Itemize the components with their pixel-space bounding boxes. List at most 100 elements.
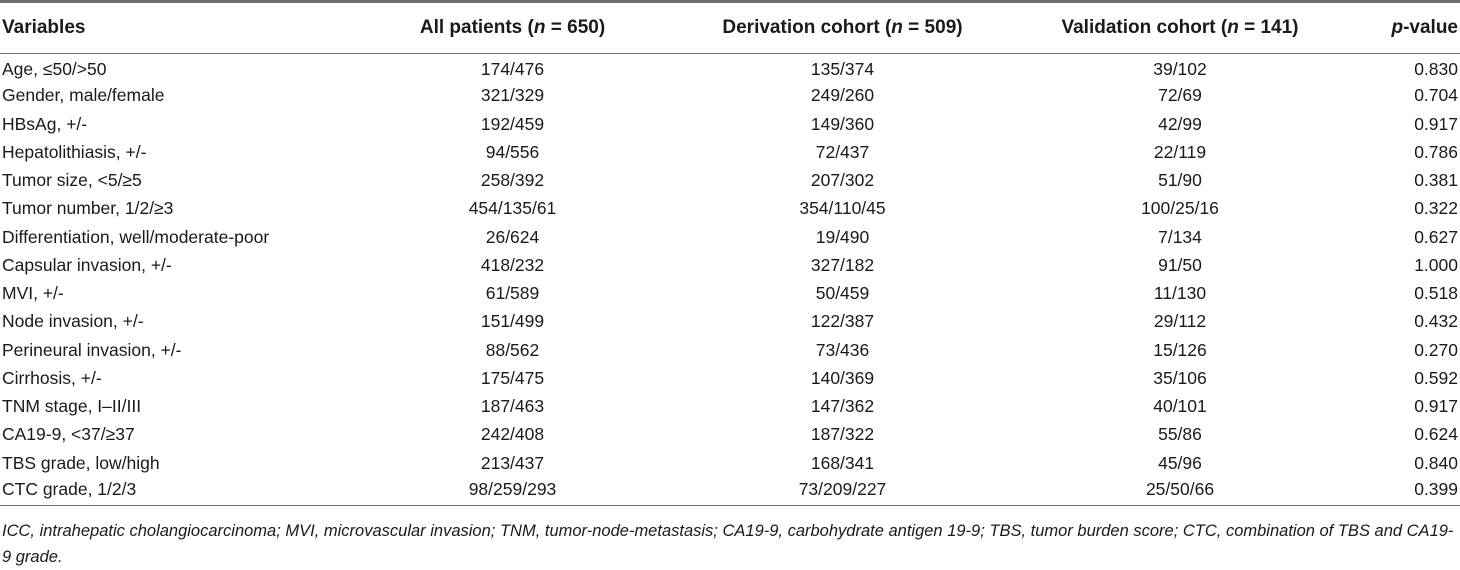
variable-cell: Gender, male/female (2, 85, 165, 106)
variable-cell: Node invasion, +/- (2, 311, 144, 332)
table-row: HBsAg, +/- 192/459 149/360 42/99 0.917 (0, 110, 1460, 138)
header-p-value: p-value (1345, 0, 1460, 54)
table-row: Age, ≤50/>50 174/476 135/374 39/102 0.830 (0, 54, 1460, 82)
table-body: Age, ≤50/>50 174/476 135/374 39/102 0.830 Gen… (0, 54, 1460, 507)
all-patients-cell: 151/499 (480, 311, 545, 332)
table-row: Hepatolithiasis, +/- 94/556 72/437 22/119 0.… (0, 138, 1460, 166)
variable-cell: Tumor size, <5/≥5 (2, 170, 142, 191)
p-value-cell: 0.518 (1414, 283, 1458, 304)
p-value-cell: 0.381 (1414, 170, 1458, 191)
table-row: Perineural invasion, +/- 88/562 73/436 15/1… (0, 336, 1460, 364)
variable-cell: Tumor number, 1/2/≥3 (2, 198, 174, 219)
p-value-cell: 0.592 (1414, 367, 1458, 388)
validation-cohort-cell: 39/102 (1153, 59, 1207, 80)
validation-cohort-cell: 35/106 (1153, 367, 1207, 388)
p-value-cell: 0.917 (1414, 113, 1458, 134)
validation-cohort-cell: 72/69 (1158, 85, 1202, 106)
all-patients-cell: 175/475 (480, 367, 545, 388)
table-header: Variables All patients (n = 650) Derivat… (0, 0, 1460, 54)
derivation-cohort-cell: 249/260 (810, 85, 875, 106)
table-row: TBS grade, low/high 213/437 168/341 45/96 0.… (0, 449, 1460, 477)
validation-cohort-cell: 42/99 (1158, 113, 1202, 134)
table-row: TNM stage, I–II/III 187/463 147/362 40/101 0… (0, 393, 1460, 421)
header-derivation-cohort: Derivation cohort (n = 509) (670, 0, 1015, 54)
table-row: MVI, +/- 61/589 50/459 11/130 0.518 (0, 280, 1460, 308)
table-row: CTC grade, 1/2/3 98/259/293 73/209/227 25/5… (0, 477, 1460, 507)
derivation-cohort-cell: 147/362 (810, 396, 875, 417)
all-patients-cell: 242/408 (480, 424, 545, 445)
variable-cell: HBsAg, +/- (2, 113, 88, 134)
derivation-cohort-cell: 354/110/45 (799, 198, 886, 219)
derivation-cohort-cell: 50/459 (815, 283, 870, 304)
p-value-cell: 0.840 (1414, 452, 1458, 473)
derivation-cohort-cell: 19/490 (815, 226, 870, 247)
variable-cell: TNM stage, I–II/III (2, 396, 142, 417)
variable-cell: MVI, +/- (2, 283, 64, 304)
all-patients-cell: 26/624 (485, 226, 540, 247)
derivation-cohort-cell: 168/341 (810, 452, 875, 473)
derivation-cohort-cell: 207/302 (810, 170, 875, 191)
characteristics-table-container: Variables All patients (n = 650) Derivat… (0, 0, 1460, 507)
table-row: Node invasion, +/- 151/499 122/387 29/112 0.… (0, 308, 1460, 336)
variable-cell: CTC grade, 1/2/3 (0, 477, 355, 507)
validation-cohort-cell: 51/90 (1158, 170, 1202, 191)
all-patients-cell: 258/392 (480, 170, 545, 191)
derivation-cohort-cell: 73/436 (815, 339, 870, 360)
all-patients-cell: 454/135/61 (468, 198, 557, 219)
header-row: Variables All patients (n = 650) Derivat… (0, 0, 1460, 54)
derivation-cohort-cell: 135/374 (810, 59, 875, 80)
variable-cell: Hepatolithiasis, +/- (2, 141, 147, 162)
derivation-cohort-cell: 122/387 (810, 311, 875, 332)
header-all-patients: All patients (n = 650) (355, 0, 670, 54)
all-patients-cell: 192/459 (480, 113, 545, 134)
all-patients-cell: 321/329 (480, 85, 545, 106)
all-patients-cell: 174/476 (480, 59, 545, 80)
validation-cohort-cell: 40/101 (1153, 396, 1207, 417)
validation-cohort-cell: 7/134 (1158, 226, 1202, 247)
validation-cohort-cell: 22/119 (1153, 141, 1207, 162)
variable-cell: Cirrhosis, +/- (2, 367, 102, 388)
table-row: Tumor size, <5/≥5 258/392 207/302 51/90 0.38… (0, 167, 1460, 195)
validation-cohort-cell: 45/96 (1158, 452, 1202, 473)
variable-cell: Age, ≤50/>50 (2, 59, 107, 80)
table-row: Gender, male/female 321/329 249/260 72/69 0.… (0, 82, 1460, 110)
p-value-cell: 0.830 (1414, 59, 1458, 80)
variable-cell: Capsular invasion, +/- (2, 254, 172, 275)
all-patients-cell: 88/562 (485, 339, 540, 360)
derivation-cohort-cell: 327/182 (810, 254, 875, 275)
p-value-cell: 0.917 (1414, 396, 1458, 417)
variable-cell: Differentiation, well/moderate-poor (2, 226, 270, 247)
table-footnote: ICC, intrahepatic cholangiocarcinoma; MV… (2, 522, 1454, 566)
header-variables: Variables (0, 0, 355, 54)
validation-cohort-cell: 55/86 (1158, 424, 1202, 445)
characteristics-table: Variables All patients (n = 650) Derivat… (0, 0, 1460, 507)
p-value-cell: 0.270 (1414, 339, 1458, 360)
derivation-cohort-cell: 72/437 (815, 141, 870, 162)
p-value-cell: 0.624 (1414, 424, 1458, 445)
table-row: Differentiation, well/moderate-poor 26/62… (0, 223, 1460, 251)
validation-cohort-cell: 100/25/16 (1141, 198, 1219, 219)
table-row: Cirrhosis, +/- 175/475 140/369 35/106 0.592 (0, 364, 1460, 392)
derivation-cohort-cell: 140/369 (810, 367, 875, 388)
validation-cohort-cell: 11/130 (1153, 283, 1207, 304)
table-row: Capsular invasion, +/- 418/232 327/182 91/5… (0, 251, 1460, 279)
all-patients-cell: 61/589 (485, 283, 540, 304)
variable-cell: Perineural invasion, +/- (2, 339, 182, 360)
p-value-cell: 0.432 (1414, 311, 1458, 332)
all-patients-cell: 94/556 (485, 141, 540, 162)
p-value-cell: 1.000 (1414, 254, 1458, 275)
all-patients-cell: 187/463 (480, 396, 545, 417)
variable-cell: TBS grade, low/high (2, 452, 160, 473)
all-patients-cell: 213/437 (480, 452, 545, 473)
header-validation-cohort: Validation cohort (n = 141) (1015, 0, 1345, 54)
variable-cell: CA19-9, <37/≥37 (2, 424, 135, 445)
p-value-cell: 0.704 (1414, 85, 1458, 106)
derivation-cohort-cell: 73/209/227 (670, 477, 1015, 507)
validation-cohort-cell: 15/126 (1153, 339, 1207, 360)
derivation-cohort-cell: 149/360 (810, 113, 875, 134)
all-patients-cell: 98/259/293 (355, 477, 670, 507)
validation-cohort-cell: 29/112 (1153, 311, 1207, 332)
p-value-cell: 0.786 (1414, 141, 1458, 162)
table-row: CA19-9, <37/≥37 242/408 187/322 55/86 0.624 (0, 421, 1460, 449)
table-row: Tumor number, 1/2/≥3 454/135/61 354/110/45… (0, 195, 1460, 223)
